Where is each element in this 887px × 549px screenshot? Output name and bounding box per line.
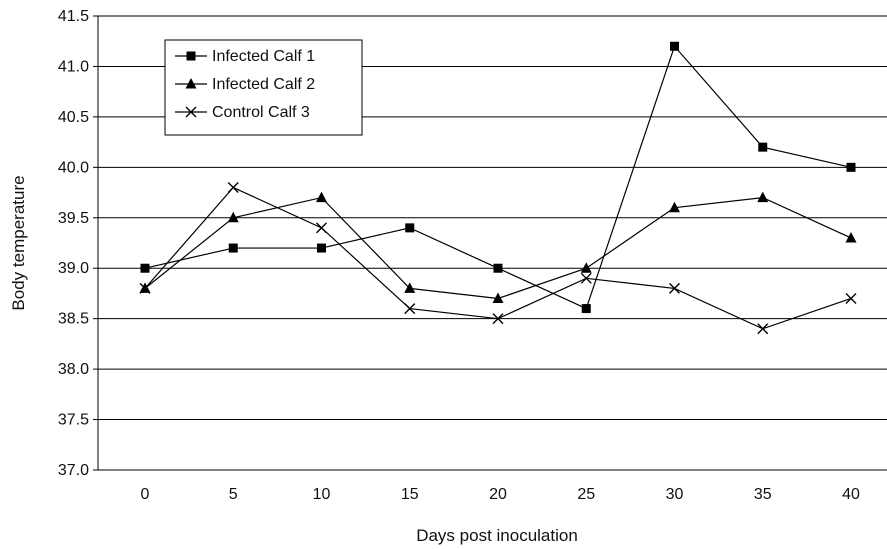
legend-marker-triangle (185, 78, 197, 89)
data-point-triangle (669, 201, 680, 213)
data-point-triangle (227, 211, 239, 223)
data-point-x (227, 182, 239, 194)
legend: Infected Calf 1 Infected Calf 2 Control Ca… (164, 39, 363, 136)
y-tick-label: 37.0 (58, 462, 89, 479)
legend-label: Control Calf 3 (212, 104, 310, 121)
y-tick-label: 40.0 (58, 159, 89, 176)
data-point-x (404, 303, 416, 315)
series-3 (139, 182, 857, 335)
data-point-square (758, 142, 768, 152)
x-tick-label: 5 (229, 486, 238, 503)
data-point-square (405, 223, 415, 233)
x-tick-label: 30 (666, 486, 684, 503)
y-axis-label: Body temperature (9, 175, 28, 310)
y-tick-label: 39.5 (58, 210, 89, 227)
y-tick-label: 37.5 (58, 412, 89, 429)
data-point-x (757, 323, 769, 335)
data-point-x (139, 282, 151, 294)
y-tick-label: 41.0 (58, 58, 89, 75)
y-tick-label: 41.5 (58, 8, 89, 25)
data-point-square (581, 304, 591, 314)
data-point-x (316, 222, 327, 234)
y-tick-label: 38.5 (58, 311, 89, 328)
x-tick-label: 25 (577, 486, 595, 503)
data-point-square (317, 243, 326, 253)
data-point-x (492, 313, 504, 325)
x-tick-label: 20 (489, 486, 507, 503)
data-point-triangle (580, 262, 592, 273)
x-tick-label: 10 (313, 486, 331, 503)
data-point-triangle (845, 231, 857, 243)
legend-label: Infected Calf 1 (212, 48, 315, 65)
legend-marker-square (186, 51, 196, 61)
y-tick-label: 40.5 (58, 109, 89, 126)
data-point-square (228, 243, 238, 253)
y-axis: 37.0 37.5 38.0 38.5 39.0 39.5 40.0 40.5 41.0 41.5 (58, 8, 99, 479)
data-point-triangle (404, 282, 416, 293)
x-tick-label: 0 (141, 486, 150, 503)
y-tick-label: 38.0 (58, 361, 89, 378)
data-point-x (580, 272, 592, 284)
data-point-x (845, 292, 857, 304)
data-point-triangle (492, 292, 504, 303)
data-point-triangle (316, 191, 327, 203)
x-tick-label: 15 (401, 486, 419, 503)
legend-marker-x (185, 106, 197, 118)
series-1 (140, 41, 856, 314)
data-point-square (846, 162, 856, 172)
data-point-square (140, 263, 150, 273)
data-point-square (493, 263, 503, 273)
x-axis-label: Days post inoculation (416, 526, 578, 545)
x-tick-label: 40 (842, 486, 860, 503)
y-tick-label: 39.0 (58, 260, 89, 277)
x-tick-label: 35 (754, 486, 772, 503)
series-group (139, 41, 857, 335)
legend-label: Infected Calf 2 (212, 76, 315, 93)
data-point-triangle (757, 191, 769, 203)
data-point-x (669, 282, 680, 294)
x-axis: 0 5 10 15 20 25 30 35 40 (141, 486, 860, 503)
data-point-square (670, 41, 679, 51)
